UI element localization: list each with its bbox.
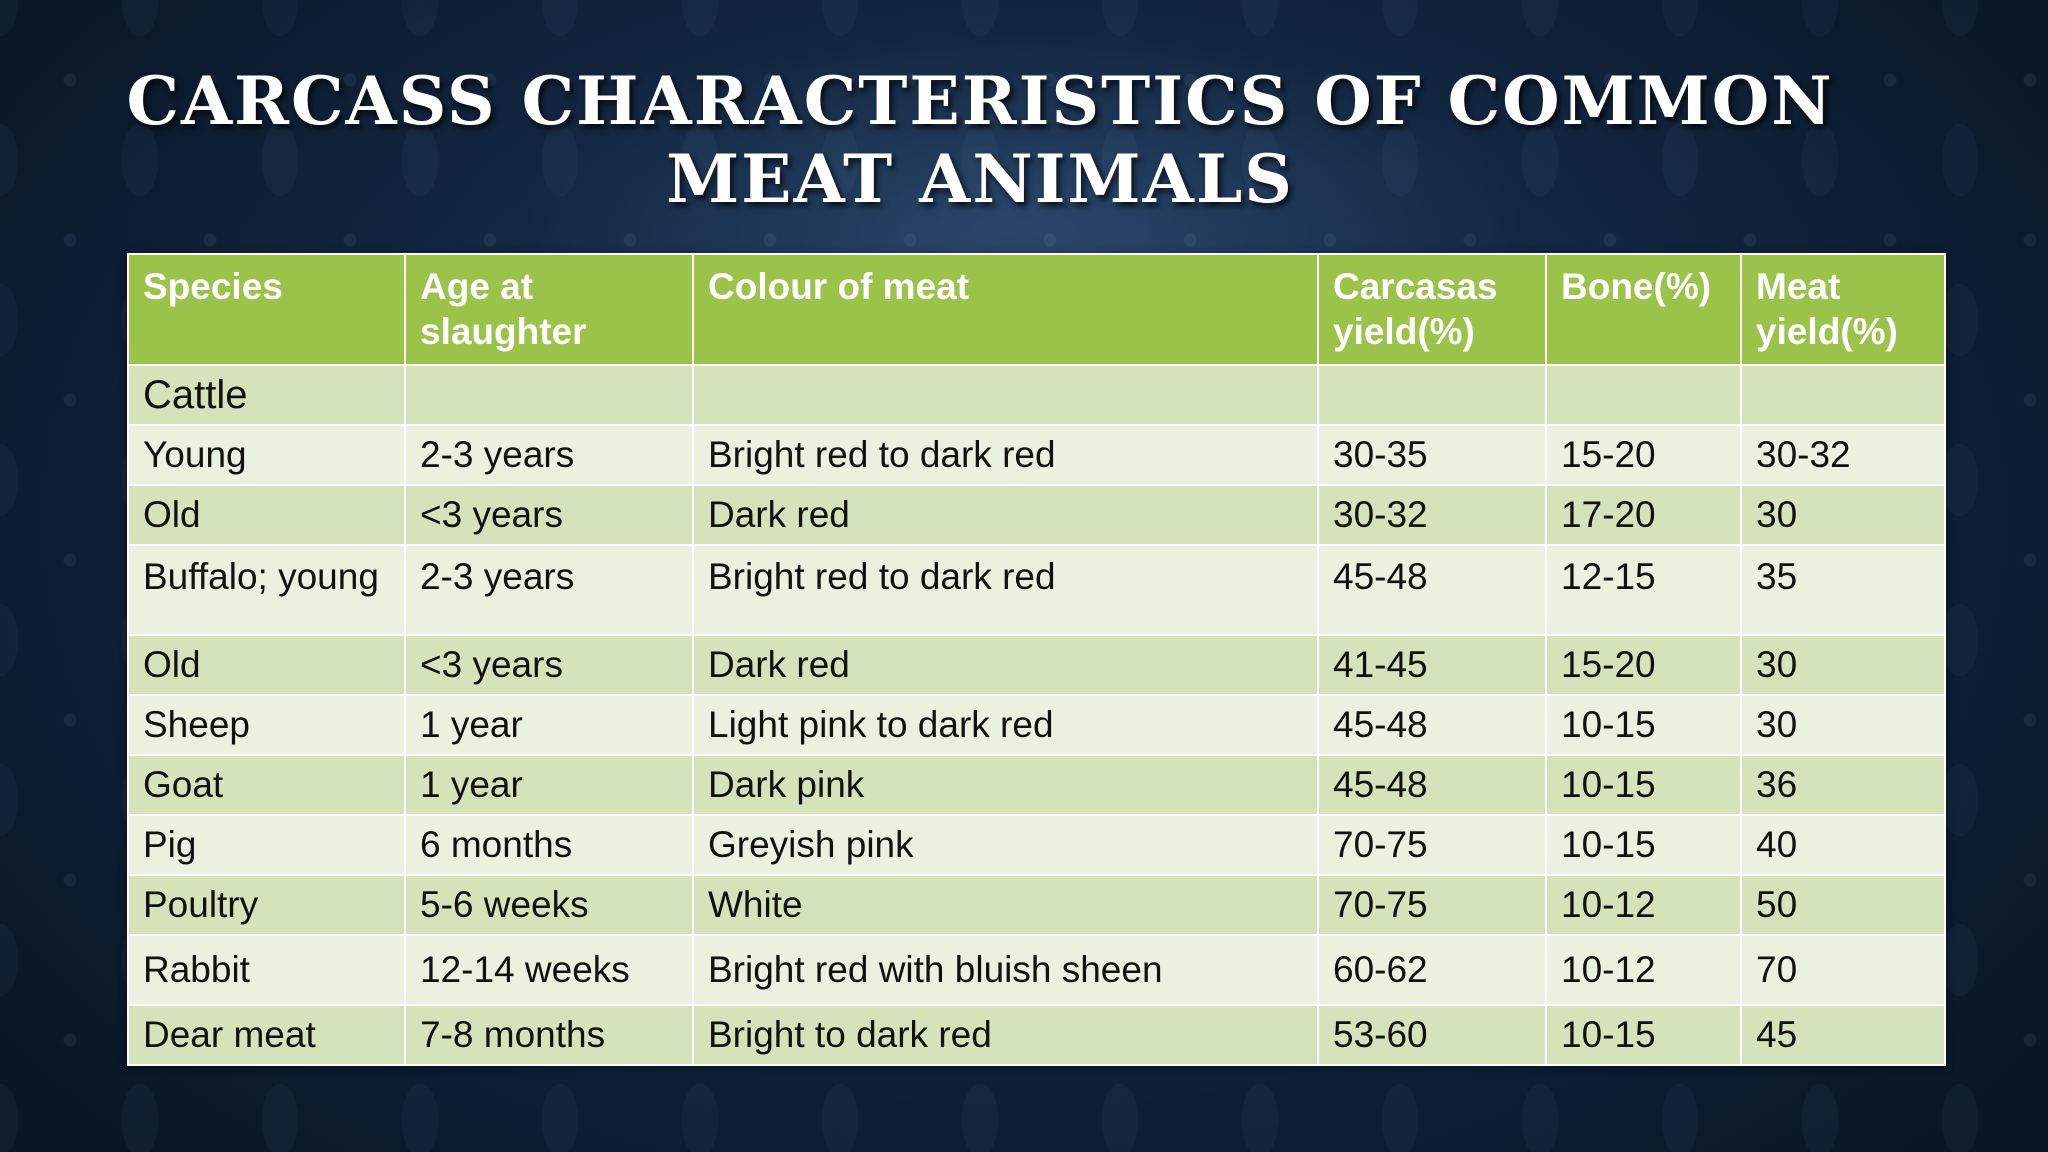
table-row: Goat 1 year Dark pink 45-48 10-15 36 (127, 754, 1946, 816)
cell-colour: Bright red to dark red (692, 544, 1319, 636)
cell-colour: Greyish pink (692, 814, 1319, 876)
cell-age: 1 year (404, 694, 694, 756)
cell-species: Goat (127, 754, 406, 816)
cell-carcass-yield (1317, 364, 1547, 426)
table-row: Pig 6 months Greyish pink 70-75 10-15 40 (127, 814, 1946, 876)
cell-carcass-yield: 45-48 (1317, 544, 1547, 636)
table-row: Poultry 5-6 weeks White 70-75 10-12 50 (127, 874, 1946, 936)
slide-title: CARCASS CHARACTERISTICS OF COMMON MEAT A… (110, 62, 1850, 218)
cell-bone: 17-20 (1545, 484, 1742, 546)
table-row: Rabbit 12-14 weeks Bright red with bluis… (127, 934, 1946, 1006)
cell-colour: Dark red (692, 484, 1319, 546)
cell-age: 2-3 years (404, 424, 694, 486)
header-carcass-yield: Carcasas yield(%) (1317, 253, 1547, 366)
table-row: Dear meat 7-8 months Bright to dark red … (127, 1004, 1946, 1066)
cell-species: Pig (127, 814, 406, 876)
cell-carcass-yield: 41-45 (1317, 634, 1547, 696)
header-species: Species (127, 253, 406, 366)
cell-bone (1545, 364, 1742, 426)
table-row: Buffalo; young 2-3 years Bright red to d… (127, 544, 1946, 636)
cell-species: Sheep (127, 694, 406, 756)
table-row: Old <3 years Dark red 30-32 17-20 30 (127, 484, 1946, 546)
table-row: Sheep 1 year Light pink to dark red 45-4… (127, 694, 1946, 756)
slide-title-line-1: CARCASS CHARACTERISTICS OF COMMON (126, 62, 1834, 140)
cell-meat-yield: 70 (1740, 934, 1946, 1006)
cell-species: Dear meat (127, 1004, 406, 1066)
cell-age: 2-3 years (404, 544, 694, 636)
cell-age: 12-14 weeks (404, 934, 694, 1006)
cell-species: Buffalo; young (127, 544, 406, 636)
cell-meat-yield: 30 (1740, 694, 1946, 756)
cell-meat-yield: 30-32 (1740, 424, 1946, 486)
cell-bone: 10-12 (1545, 874, 1742, 936)
cell-species: Old (127, 484, 406, 546)
cell-age: 5-6 weeks (404, 874, 694, 936)
cell-carcass-yield: 60-62 (1317, 934, 1547, 1006)
cell-colour: White (692, 874, 1319, 936)
cell-species: Poultry (127, 874, 406, 936)
cell-meat-yield: 30 (1740, 484, 1946, 546)
header-meat-yield: Meat yield(%) (1740, 253, 1946, 366)
cell-carcass-yield: 70-75 (1317, 814, 1547, 876)
cell-colour: Light pink to dark red (692, 694, 1319, 756)
cell-meat-yield: 35 (1740, 544, 1946, 636)
cell-species: Rabbit (127, 934, 406, 1006)
table-row: Cattle (127, 364, 1946, 426)
cell-carcass-yield: 45-48 (1317, 694, 1547, 756)
carcass-table: Species Age at slaughter Colour of meat … (127, 253, 1946, 1066)
table-row: Young 2-3 years Bright red to dark red 3… (127, 424, 1946, 486)
cell-species: Cattle (127, 364, 406, 426)
table-row: Old <3 years Dark red 41-45 15-20 30 (127, 634, 1946, 696)
cell-colour: Bright red with bluish sheen (692, 934, 1319, 1006)
cell-carcass-yield: 30-32 (1317, 484, 1547, 546)
cell-carcass-yield: 70-75 (1317, 874, 1547, 936)
cell-species: Young (127, 424, 406, 486)
cell-age (404, 364, 694, 426)
cell-bone: 15-20 (1545, 424, 1742, 486)
cell-bone: 10-15 (1545, 814, 1742, 876)
cell-age: <3 years (404, 484, 694, 546)
cell-colour: Bright to dark red (692, 1004, 1319, 1066)
cell-carcass-yield: 53-60 (1317, 1004, 1547, 1066)
cell-meat-yield: 36 (1740, 754, 1946, 816)
cell-bone: 10-12 (1545, 934, 1742, 1006)
header-age-at-slaughter: Age at slaughter (404, 253, 694, 366)
cell-bone: 10-15 (1545, 1004, 1742, 1066)
cell-colour (692, 364, 1319, 426)
table-header-row: Species Age at slaughter Colour of meat … (127, 253, 1946, 366)
header-colour-of-meat: Colour of meat (692, 253, 1319, 366)
cell-carcass-yield: 45-48 (1317, 754, 1547, 816)
cell-meat-yield: 50 (1740, 874, 1946, 936)
cell-colour: Bright red to dark red (692, 424, 1319, 486)
cell-age: <3 years (404, 634, 694, 696)
cell-species: Old (127, 634, 406, 696)
cell-bone: 15-20 (1545, 634, 1742, 696)
cell-meat-yield: 40 (1740, 814, 1946, 876)
cell-colour: Dark pink (692, 754, 1319, 816)
slide-title-line-2: MEAT ANIMALS (666, 140, 1294, 218)
cell-age: 7-8 months (404, 1004, 694, 1066)
cell-age: 1 year (404, 754, 694, 816)
header-bone: Bone(%) (1545, 253, 1742, 366)
cell-carcass-yield: 30-35 (1317, 424, 1547, 486)
cell-meat-yield: 45 (1740, 1004, 1946, 1066)
cell-bone: 10-15 (1545, 754, 1742, 816)
cell-bone: 12-15 (1545, 544, 1742, 636)
cell-bone: 10-15 (1545, 694, 1742, 756)
cell-meat-yield (1740, 364, 1946, 426)
cell-age: 6 months (404, 814, 694, 876)
cell-colour: Dark red (692, 634, 1319, 696)
cell-meat-yield: 30 (1740, 634, 1946, 696)
